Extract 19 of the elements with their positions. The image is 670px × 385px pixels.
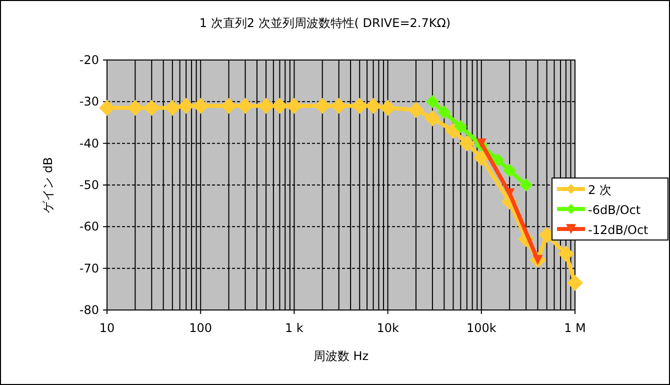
x-tick-label: 1 M xyxy=(564,321,586,335)
y-tick-label: -80 xyxy=(79,303,99,317)
legend-label: -12dB/Oct xyxy=(588,223,649,237)
y-tick-label: -70 xyxy=(79,261,99,276)
y-tick-label: -40 xyxy=(79,136,99,150)
x-axis-title: 周波数 Hz xyxy=(313,349,369,363)
x-tick-label: 10 xyxy=(99,321,115,335)
x-tick-label: 100k xyxy=(466,321,496,335)
legend-label: 2 次 xyxy=(588,183,612,197)
y-axis-title: ゲイン dB xyxy=(41,157,55,213)
y-tick-label: -50 xyxy=(79,178,99,192)
chart-title: 1 次直列2 次並列周波数特性( DRIVE=2.7KΩ) xyxy=(199,16,451,30)
x-tick-label: 100 xyxy=(189,321,212,335)
x-tick-label: 10k xyxy=(376,321,399,335)
x-tick-label: 1 k xyxy=(284,321,304,335)
y-tick-label: -60 xyxy=(79,220,99,234)
y-tick-label: -20 xyxy=(79,53,99,67)
y-tick-label: -30 xyxy=(79,94,99,109)
legend-label: -6dB/Oct xyxy=(588,203,641,217)
